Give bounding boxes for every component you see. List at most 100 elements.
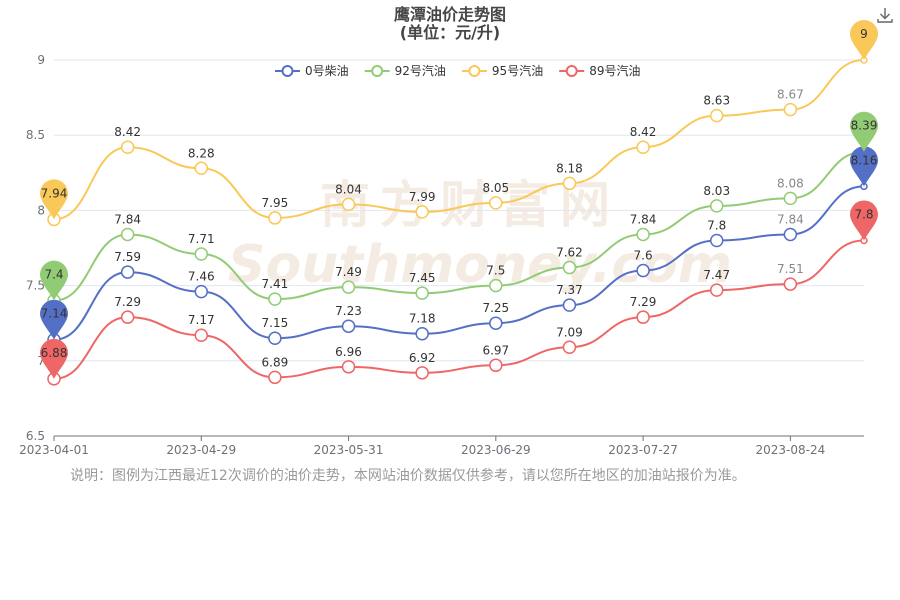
data-label: 8.03 (703, 184, 730, 198)
data-point[interactable] (120, 227, 135, 242)
data-point[interactable] (341, 360, 356, 374)
data-point[interactable] (636, 310, 650, 324)
legend-item[interactable]: 89号汽油 (559, 63, 640, 78)
chart-note: 说明：图例为江西最近12次调价的油价走势，本网站油价数据仅供参考，请以您所在地区… (70, 468, 746, 484)
data-point[interactable] (709, 199, 724, 213)
data-point[interactable] (268, 370, 282, 385)
series-line (53, 185, 865, 341)
marker-pin: 7.4 (40, 260, 68, 301)
legend-label: 0号柴油 (305, 64, 349, 78)
data-label: 7.45 (409, 271, 436, 285)
series-line (53, 150, 865, 302)
data-point[interactable] (194, 247, 209, 261)
x-tick-label: 2023-07-27 (608, 443, 678, 457)
legend[interactable]: 0号柴油 92号汽油 95号汽油 89号汽油 (275, 63, 640, 78)
data-point[interactable] (562, 260, 577, 275)
data-label: 7.37 (556, 283, 583, 297)
data-point[interactable] (268, 331, 282, 345)
data-label: 7.95 (262, 196, 289, 210)
data-label: 8.42 (114, 125, 141, 139)
legend-item[interactable]: 92号汽油 (364, 63, 446, 78)
data-point[interactable] (709, 283, 724, 297)
data-label: 7.47 (703, 268, 730, 282)
pin-label: 7.94 (41, 186, 68, 200)
data-label: 8.05 (482, 181, 509, 195)
marker-pin: 9 (850, 20, 878, 60)
data-label: 7.62 (556, 246, 583, 260)
data-point[interactable] (194, 284, 209, 299)
data-point[interactable] (120, 310, 135, 324)
legend-label: 89号汽油 (589, 63, 640, 78)
data-point[interactable] (415, 205, 429, 219)
data-point[interactable] (783, 191, 798, 206)
data-label: 6.96 (335, 345, 362, 359)
data-point[interactable] (415, 366, 429, 380)
x-tick-label: 2023-04-29 (166, 443, 236, 457)
y-axis: 6.5 7 7.5 8 8.5 9 (26, 53, 45, 443)
x-tick-label: 2023-04-01 (19, 443, 89, 457)
data-point[interactable] (562, 176, 577, 191)
data-point[interactable] (562, 298, 577, 312)
data-label: 8.18 (556, 161, 583, 175)
data-point[interactable] (783, 227, 798, 242)
legend-item[interactable]: 0号柴油 (275, 64, 349, 78)
pin-label: 7.14 (41, 307, 68, 321)
marker-pin: 7.94 (40, 179, 68, 220)
data-point[interactable] (415, 326, 429, 341)
x-tick-label: 2023-06-29 (461, 443, 531, 457)
data-point[interactable] (268, 211, 282, 225)
data-point[interactable] (489, 278, 503, 293)
download-icon[interactable] (876, 6, 894, 24)
pin-label: 7.4 (44, 268, 63, 282)
data-label: 7.6 (634, 249, 653, 263)
data-point[interactable] (120, 265, 135, 279)
pin-shape (850, 20, 878, 60)
data-label: 7.23 (335, 304, 362, 318)
legend-item[interactable]: 95号汽油 (461, 63, 543, 78)
data-point[interactable] (562, 340, 577, 355)
pin-shape (850, 200, 878, 241)
marker-pin: 7.14 (40, 299, 68, 340)
data-point[interactable] (489, 196, 503, 210)
data-point[interactable] (489, 358, 503, 373)
chart-subtitle: (单位：元/升) (400, 23, 500, 42)
y-tick-label: 6.5 (26, 429, 45, 443)
chart-title: 鹰潭油价走势图 (394, 5, 506, 24)
data-point[interactable] (783, 277, 798, 291)
data-point[interactable] (636, 227, 650, 242)
data-point[interactable] (341, 319, 356, 333)
data-point[interactable] (709, 233, 724, 248)
legend-marker (371, 65, 384, 77)
data-point[interactable] (341, 280, 356, 294)
data-label: 7.17 (188, 313, 215, 327)
series-line-group: 8.42 8.28 7.95 8.04 7.99 8.05 8.18 8.42 8.63 8.67 (47, 56, 868, 227)
pin-shape (850, 111, 878, 152)
pin-shape (40, 338, 68, 379)
pin-shape (40, 299, 68, 340)
data-label: 8.28 (188, 146, 215, 160)
series-group: 7.597.467.157.237.187.257.377.67.8 7.847.… (47, 56, 868, 386)
data-point[interactable] (709, 108, 724, 123)
data-point[interactable] (489, 316, 503, 330)
pin-label: 9 (860, 27, 868, 41)
data-label: 7.84 (777, 212, 804, 226)
data-point[interactable] (341, 197, 356, 212)
data-point[interactable] (194, 328, 209, 342)
legend-marker (281, 65, 294, 77)
watermark-en: Southmoney.com (228, 235, 732, 295)
data-label: 7.5 (486, 264, 505, 278)
grid-lines (54, 59, 864, 362)
data-point[interactable] (120, 140, 135, 154)
data-label: 7.25 (482, 301, 509, 315)
x-axis: 2023-04-01 2023-04-29 2023-05-31 2023-06-29… (19, 435, 864, 457)
data-point[interactable] (415, 286, 429, 300)
series-line (53, 59, 865, 221)
pin-shape (40, 260, 68, 301)
data-point[interactable] (268, 292, 282, 306)
data-point[interactable] (783, 102, 798, 117)
data-label: 7.49 (335, 265, 362, 279)
data-point[interactable] (194, 161, 209, 176)
data-point[interactable] (636, 140, 650, 154)
data-point[interactable] (636, 263, 650, 278)
